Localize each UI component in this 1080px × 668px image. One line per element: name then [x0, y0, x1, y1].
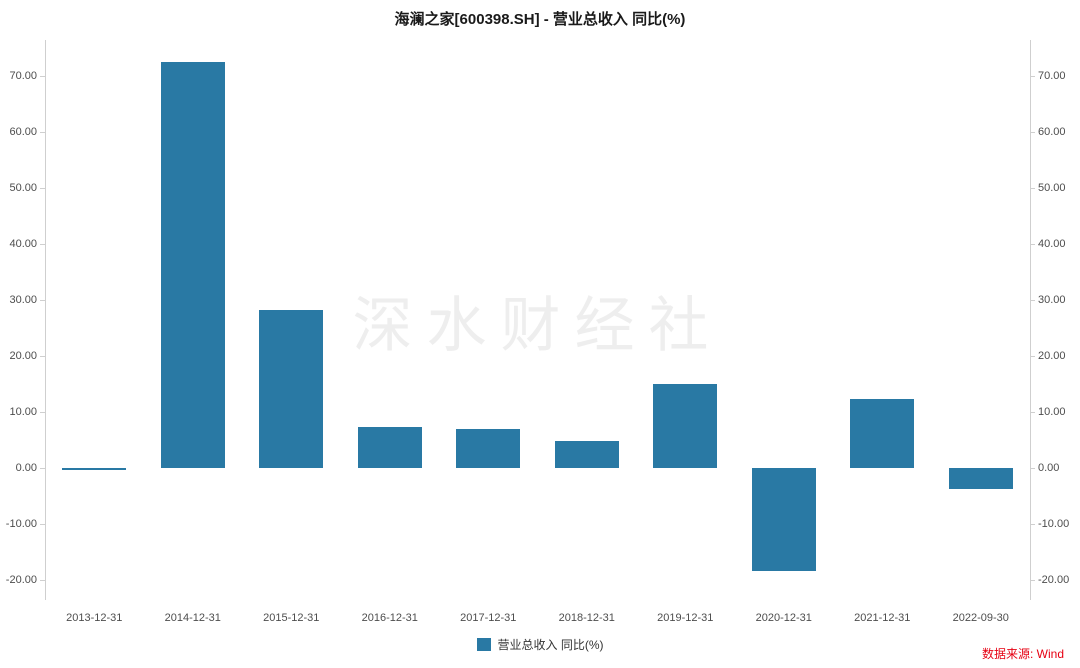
x-tick-label: 2013-12-31	[66, 612, 123, 624]
y-tick-mark-left	[40, 467, 45, 469]
x-tick-label: 2017-12-31	[460, 612, 517, 624]
bar[interactable]	[554, 441, 619, 469]
legend-swatch-icon	[476, 638, 491, 651]
y-tick-label-right: 30.00	[1038, 294, 1066, 307]
x-tick-label: 2015-12-31	[263, 612, 320, 624]
y-tick-mark-left	[40, 355, 45, 357]
y-tick-mark-left	[40, 579, 45, 581]
x-tick-label: 2022-09-30	[952, 612, 1009, 624]
legend[interactable]: 营业总收入 同比(%)	[0, 636, 1080, 653]
x-tick-label: 2014-12-31	[164, 612, 221, 624]
plot-area: 深水财经社 -20.00 -20.00 -10.00 -10.00 0.00 0.00 10…	[6, 40, 1069, 624]
x-tick-label: 2016-12-31	[361, 612, 418, 624]
bar[interactable]	[948, 468, 1013, 489]
y-tick-label-left: -10.00	[5, 518, 37, 531]
y-tick-label-right: 20.00	[1038, 350, 1066, 363]
bar[interactable]	[751, 468, 816, 571]
x-tick-label: 2018-12-31	[558, 612, 615, 624]
y-tick-label-right: 0.00	[1038, 462, 1060, 475]
y-tick-label-right: -10.00	[1038, 518, 1070, 531]
y-tick-label-left: 70.00	[9, 70, 37, 83]
y-tick-label-right: 70.00	[1038, 70, 1066, 83]
y-tick-label-left: 0.00	[15, 462, 37, 475]
y-tick-mark-left	[40, 411, 45, 413]
y-tick-label-left: -20.00	[5, 574, 37, 587]
y-tick-mark-left	[40, 523, 45, 525]
y-tick-mark-right	[1030, 355, 1035, 357]
y-tick-label-right: 50.00	[1038, 182, 1066, 195]
y-tick-mark-left	[40, 75, 45, 77]
y-tick-label-right: 60.00	[1038, 126, 1066, 139]
y-tick-label-left: 60.00	[9, 126, 37, 139]
y-tick-label-right: 40.00	[1038, 238, 1066, 251]
y-tick-mark-right	[1030, 187, 1035, 189]
y-tick-mark-right	[1030, 131, 1035, 133]
y-tick-label-left: 20.00	[9, 350, 37, 363]
y-tick-mark-right	[1030, 75, 1035, 77]
y-axis-left	[45, 40, 46, 600]
x-tick-label: 2020-12-31	[755, 612, 812, 624]
y-tick-label-right: 10.00	[1038, 406, 1066, 419]
x-tick-label: 2019-12-31	[657, 612, 714, 624]
y-tick-label-left: 40.00	[9, 238, 37, 251]
data-source: 数据来源: Wind	[981, 647, 1064, 661]
y-tick-mark-right	[1030, 467, 1035, 469]
bar[interactable]	[357, 427, 422, 469]
y-tick-label-left: 50.00	[9, 182, 37, 195]
y-tick-label-left: 30.00	[9, 294, 37, 307]
y-tick-mark-left	[40, 187, 45, 189]
bar[interactable]	[160, 62, 225, 469]
bar[interactable]	[259, 309, 324, 469]
y-tick-mark-right	[1030, 523, 1035, 525]
y-tick-label-right: -20.00	[1038, 574, 1070, 587]
y-tick-mark-left	[40, 299, 45, 301]
y-tick-mark-right	[1030, 299, 1035, 301]
bar[interactable]	[653, 383, 718, 469]
chart-title: 海澜之家[600398.SH] - 营业总收入 同比(%)	[394, 11, 686, 28]
y-tick-label-left: 10.00	[9, 406, 37, 419]
y-axis-right	[1030, 40, 1031, 600]
y-tick-mark-left	[40, 243, 45, 245]
bar[interactable]	[62, 468, 127, 471]
x-tick-label: 2021-12-31	[854, 612, 911, 624]
bar[interactable]	[456, 428, 521, 469]
bar[interactable]	[850, 398, 915, 469]
y-tick-mark-right	[1030, 243, 1035, 245]
legend-label: 营业总收入 同比(%)	[497, 638, 604, 652]
y-tick-mark-right	[1030, 579, 1035, 581]
y-tick-mark-right	[1030, 411, 1035, 413]
y-tick-mark-left	[40, 131, 45, 133]
